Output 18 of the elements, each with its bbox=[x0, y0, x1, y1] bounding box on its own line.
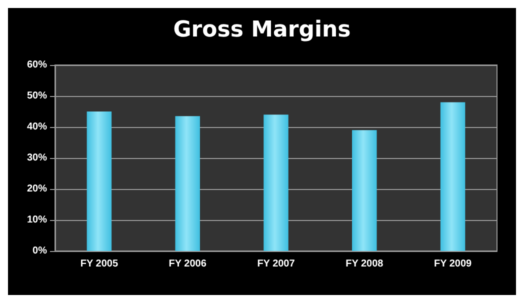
y-tick-label: 50% bbox=[26, 90, 48, 102]
y-tick-label: 0% bbox=[32, 246, 48, 256]
bar bbox=[440, 102, 466, 251]
bar bbox=[175, 116, 200, 251]
x-tick-label: FY 2005 bbox=[80, 258, 118, 270]
x-tick-label: FY 2009 bbox=[434, 258, 472, 270]
x-tick-label: FY 2007 bbox=[257, 258, 296, 270]
chart-title: Gross Margins bbox=[173, 18, 351, 42]
y-tick-label: 20% bbox=[26, 184, 48, 194]
bar bbox=[352, 130, 377, 251]
y-tick-label: 40% bbox=[26, 122, 48, 132]
bar bbox=[86, 112, 112, 251]
x-tick-label: FY 2006 bbox=[168, 258, 207, 270]
y-tick-label: 10% bbox=[26, 214, 48, 226]
x-tick-label: FY 2008 bbox=[346, 258, 384, 270]
bar bbox=[264, 114, 288, 251]
y-tick-label: 60% bbox=[26, 60, 48, 70]
y-tick-label: 30% bbox=[26, 152, 48, 164]
